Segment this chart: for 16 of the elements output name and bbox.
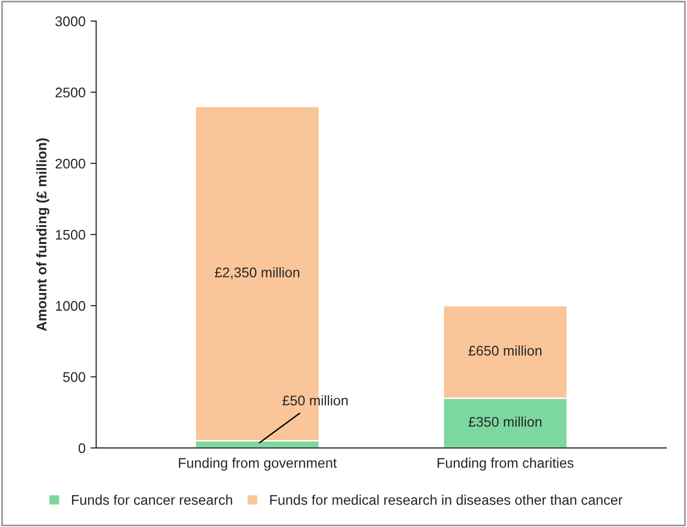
y-tick-label: 2000 xyxy=(56,158,86,169)
data-label: £350 million xyxy=(468,416,542,427)
y-tick-label: 1000 xyxy=(56,300,86,311)
y-tick-label: 500 xyxy=(63,372,86,382)
legend-label: Funds for cancer research xyxy=(72,494,232,505)
y-tick-label: 1500 xyxy=(56,230,86,240)
y-tick-label: 0 xyxy=(78,443,86,454)
y-tick-label: 2500 xyxy=(56,88,86,98)
x-tick-label: Funding from charities xyxy=(438,458,574,471)
y-tick-label: 3000 xyxy=(55,16,86,26)
data-label: £650 million xyxy=(468,345,542,356)
data-label: £2,350 million xyxy=(214,267,300,280)
x-tick-label: Funding from government xyxy=(178,458,337,471)
data-label: £50 million xyxy=(282,395,348,406)
legend-label: Funds for medical research in diseases other than cancer xyxy=(270,494,622,505)
y-axis-title: Amount of funding (£ million) xyxy=(36,138,50,331)
